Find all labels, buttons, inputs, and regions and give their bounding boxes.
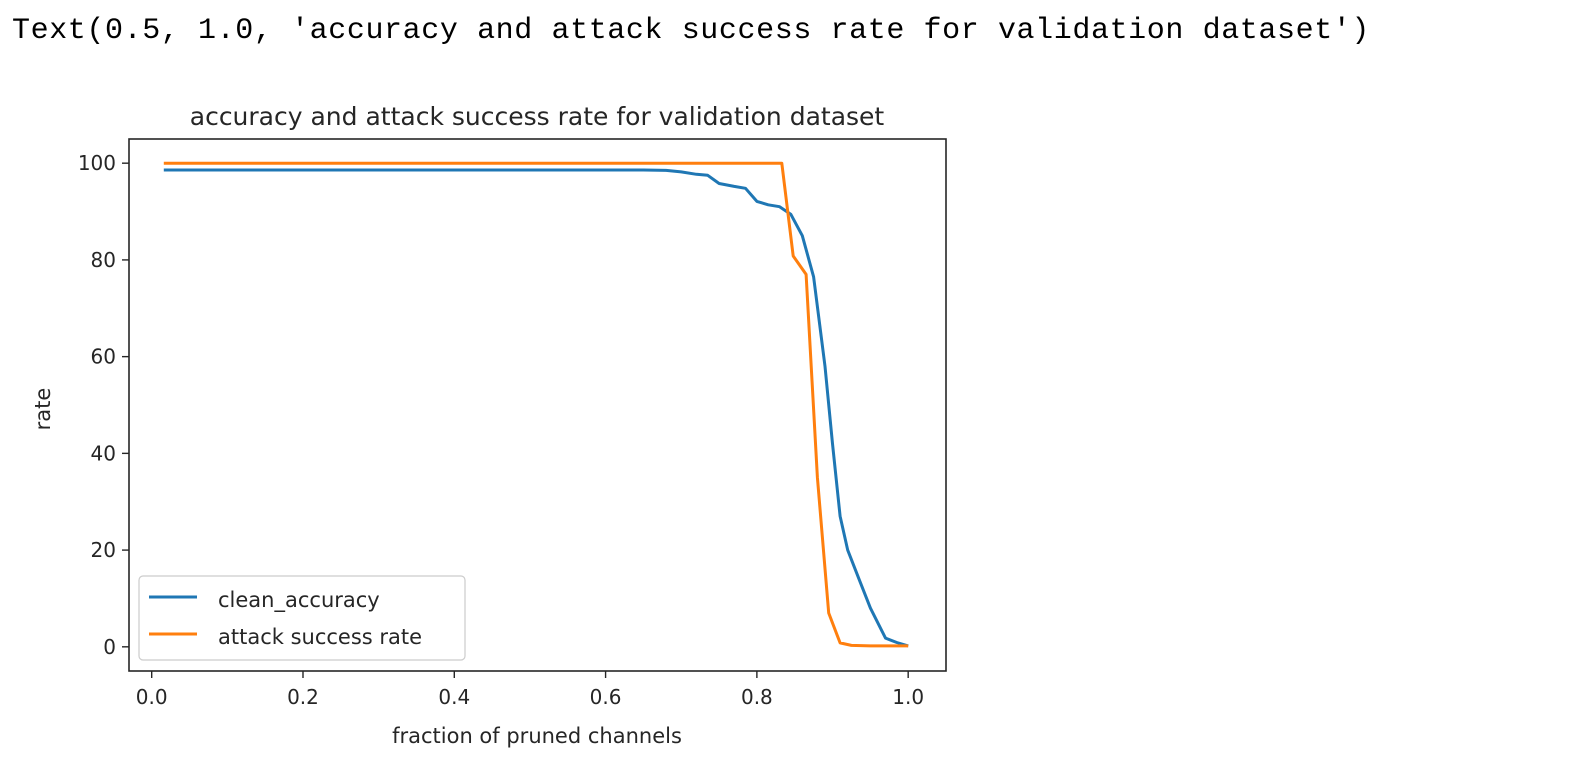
y-axis-ticks: 0 20 40 60 80 100 [78, 151, 129, 659]
x-tick-label: 1.0 [892, 685, 924, 709]
x-tick-label: 0.4 [438, 685, 470, 709]
legend: clean_accuracy attack success rate [138, 575, 466, 661]
y-tick-label: 80 [91, 248, 116, 272]
y-tick-label: 0 [103, 635, 116, 659]
x-tick-label: 0.0 [136, 685, 168, 709]
plot-content [163, 161, 909, 648]
y-tick-label: 100 [78, 151, 116, 175]
series-line-clean-accuracy [163, 168, 909, 648]
x-tick-label: 0.6 [590, 685, 622, 709]
y-axis-label: rate [31, 388, 55, 431]
chart-title: accuracy and attack success rate for val… [190, 102, 885, 131]
legend-box [138, 575, 466, 661]
x-tick-label: 0.2 [287, 685, 319, 709]
x-axis-label: fraction of pruned channels [392, 724, 682, 748]
axes-frame [128, 138, 947, 672]
series-line-attack-success-rate [163, 161, 909, 648]
y-tick-label: 20 [91, 538, 116, 562]
y-tick-label: 40 [91, 441, 116, 465]
cell-output-text: Text(0.5, 1.0, 'accuracy and attack succ… [12, 14, 1371, 48]
legend-label-clean-accuracy: clean_accuracy [218, 588, 380, 613]
legend-label-attack-success-rate: attack success rate [218, 625, 422, 649]
x-tick-label: 0.8 [741, 685, 773, 709]
y-tick-label: 60 [91, 345, 116, 369]
x-axis-ticks: 0.0 0.2 0.4 0.6 0.8 1.0 [136, 671, 924, 709]
